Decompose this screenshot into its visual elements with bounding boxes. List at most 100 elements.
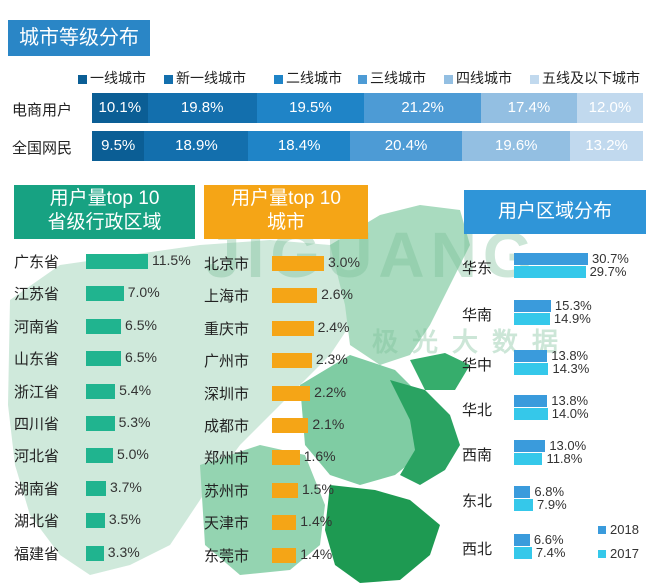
- bar-category-label: 山东省: [14, 351, 60, 369]
- region-bar: [514, 440, 546, 452]
- bar-category-label: 福建省: [14, 545, 60, 563]
- legend-label: 新一线城市: [176, 70, 246, 86]
- region-label: 西北: [462, 541, 493, 558]
- bar-value-label: 2.6%: [321, 286, 353, 303]
- stack-segment: 12.0%: [576, 93, 643, 123]
- bar: [272, 320, 314, 336]
- legend-swatch: [358, 74, 367, 84]
- region-value-label: 11.8%: [546, 451, 583, 466]
- province-panel-title-line1: 用户量top 10: [49, 188, 160, 209]
- region-value-label: 6.6%: [533, 532, 564, 547]
- region-bar: [514, 547, 532, 559]
- bar: [272, 547, 297, 563]
- bar: [86, 254, 148, 269]
- region-value-label: 13.0%: [549, 438, 587, 453]
- bar: [272, 353, 312, 369]
- bar: [86, 416, 115, 431]
- stack-segment: 13.2%: [570, 131, 643, 161]
- legend-swatch: [444, 74, 453, 84]
- bar-category-label: 北京市: [204, 256, 250, 273]
- map-region-north: [330, 205, 470, 365]
- region-value-label: 14.9%: [553, 311, 591, 326]
- bar-category-label: 东莞市: [204, 547, 250, 565]
- bar-value-label: 5.3%: [118, 414, 151, 430]
- map-region-shandong: [410, 353, 470, 390]
- region-value-label: 6.8%: [534, 484, 565, 499]
- region-value-label: 29.7%: [589, 264, 627, 279]
- stack-row-label: 全国网民: [12, 140, 73, 157]
- map-region-southwest: [200, 445, 325, 575]
- region-bar: [514, 253, 588, 265]
- page-title: 城市等级分布: [8, 20, 150, 56]
- province-panel-title-line2: 省级行政区域: [47, 212, 162, 233]
- bar-value-label: 2.1%: [312, 416, 345, 432]
- legend-label: 一线城市: [90, 70, 146, 86]
- bar: [272, 450, 300, 466]
- region-bar: [514, 363, 549, 375]
- region-value-label: 7.9%: [537, 497, 567, 512]
- stack-segment: 19.5%: [256, 93, 365, 123]
- tier-legend: 一线城市 新一线城市 二线城市 三线城市 四线城市 五线及以下城市: [78, 68, 658, 86]
- region-label: 华中: [462, 357, 493, 374]
- region-label: 华东: [462, 260, 493, 277]
- bar-value-label: 5.0%: [116, 446, 149, 463]
- bar: [272, 418, 309, 433]
- bar-value-label: 3.3%: [107, 543, 140, 560]
- region-value-label: 13.8%: [551, 393, 589, 408]
- stack-segment: 9.5%: [92, 131, 145, 161]
- legend-item: 二线城市: [274, 68, 342, 88]
- bar-category-label: 湖南省: [14, 480, 60, 498]
- region-legend-swatch: [598, 526, 606, 534]
- bar: [86, 383, 116, 399]
- bar-category-label: 苏州市: [204, 482, 250, 500]
- bar-value-label: 1.4%: [300, 545, 333, 562]
- stack-segment: 21.2%: [364, 93, 481, 123]
- region-legend-label: 2017: [610, 546, 639, 561]
- region-label: 西南: [462, 447, 493, 464]
- region-legend-swatch: [598, 550, 606, 558]
- bar: [86, 545, 104, 561]
- city-panel-title-line2: 城市: [266, 212, 305, 233]
- legend-swatch: [530, 74, 539, 84]
- region-bar: [514, 408, 548, 420]
- bar: [86, 448, 113, 464]
- bar: [86, 513, 105, 529]
- stack-segment: 19.8%: [147, 93, 257, 123]
- city-panel-title: 用户量top 10 城市: [204, 185, 368, 239]
- bar: [272, 256, 324, 271]
- bar-category-label: 江苏省: [14, 286, 60, 304]
- bar: [86, 480, 106, 496]
- bar-category-label: 广州市: [204, 353, 250, 371]
- bar: [272, 515, 297, 531]
- bar-category-label: 广东省: [14, 254, 60, 271]
- legend-item: 一线城市: [78, 68, 146, 88]
- bar-category-label: 天津市: [204, 515, 250, 533]
- map-region-east: [390, 380, 460, 485]
- region-value-label: 14.3%: [552, 361, 590, 376]
- legend-label: 四线城市: [456, 70, 512, 86]
- map-region-south: [325, 485, 440, 583]
- bar: [272, 288, 318, 304]
- region-bar: [514, 499, 534, 511]
- region-bar: [514, 266, 586, 278]
- region-label: 华北: [462, 402, 493, 419]
- region-bar: [514, 350, 548, 362]
- bar-category-label: 河北省: [14, 448, 60, 466]
- stack-row: 9.5% 18.9% 18.4% 20.4% 19.6% 13.2%: [92, 131, 643, 161]
- stack-segment: 10.1%: [92, 93, 148, 123]
- bar-value-label: 2.2%: [314, 383, 347, 400]
- bar-value-label: 3.5%: [108, 511, 141, 528]
- legend-swatch: [274, 74, 283, 84]
- bar-category-label: 上海市: [204, 288, 250, 306]
- stack-row: 10.1% 19.8% 19.5% 21.2% 17.4% 12.0%: [92, 93, 643, 123]
- bar-value-label: 5.4%: [119, 381, 152, 398]
- region-value-label: 15.3%: [554, 298, 592, 313]
- region-value-label: 13.8%: [551, 348, 589, 363]
- legend-swatch: [78, 74, 87, 84]
- region-bar: [514, 395, 548, 407]
- stack-segment: 19.6%: [462, 131, 571, 161]
- legend-label: 二线城市: [286, 70, 342, 86]
- bar-value-label: 2.4%: [317, 318, 350, 335]
- bar-value-label: 2.3%: [315, 351, 348, 368]
- bar-category-label: 成都市: [204, 418, 250, 435]
